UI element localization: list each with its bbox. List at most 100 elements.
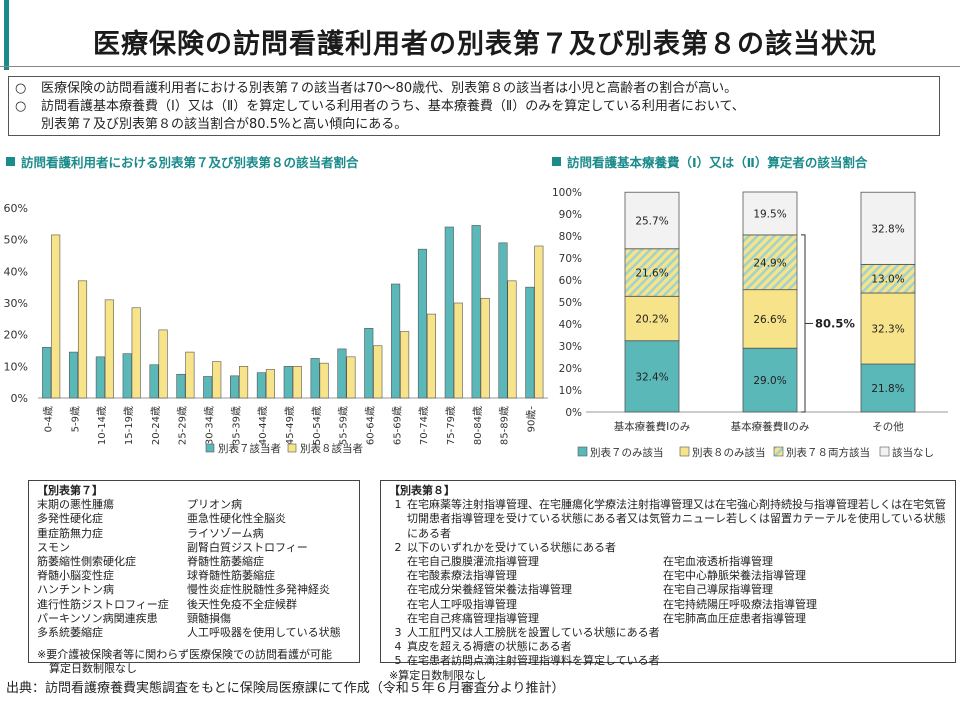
left-bar-table7 — [149, 364, 159, 399]
right-segment-label: 21.6% — [635, 268, 668, 280]
right-segment-label: 13.0% — [871, 274, 904, 286]
right-stack-segment — [742, 347, 798, 413]
table8-subitem: 在宅中心静脈栄養法指導管理 — [663, 569, 806, 583]
left-bar-table8 — [77, 280, 88, 399]
table7-disease: 後天性免疫不全症候群 — [187, 597, 297, 611]
left-bar-table8 — [480, 297, 490, 399]
summary-text-3: 別表第７及び別表第８の該当割合が80.5%と高い傾向にある。 — [41, 117, 408, 132]
table7-disease: 進行性筋ジストロフィー症 — [37, 597, 169, 611]
table8-item-4-text: 真皮を超える褥瘡の状態にある者 — [407, 640, 572, 654]
left-y-tick-label: 60% — [4, 202, 28, 215]
left-x-tick-label: 60-64歳 — [365, 406, 377, 445]
left-bar-table7 — [176, 373, 186, 399]
left-bar-table8 — [158, 329, 168, 399]
table8-subitem: 在宅持続陽圧呼吸療法指導管理 — [663, 597, 817, 611]
summary-line-3: 別表第７及び別表第８の該当割合が80.5%と高い傾向にある。 — [15, 116, 933, 134]
table7-note-1: ※要介護被保険者等に関わらず医療保険での訪問看護が可能 — [37, 648, 332, 662]
right-y-tick-label: 50% — [559, 297, 582, 309]
table7-disease: 副腎白質ジストロフィー — [187, 540, 308, 554]
left-bar-table7 — [95, 356, 105, 399]
table7-disease: ライソゾーム病 — [187, 526, 264, 540]
table8-subitem: 在宅成分栄養経管栄養法指導管理 — [407, 583, 572, 597]
left-legend-label: 別表７該当者 — [218, 442, 281, 455]
table8-subitem-list: 在宅自己腹膜灌流指導管理 在宅血液透析指導管理 在宅酸素療法指導管理 在宅中心静脈栄養… — [389, 555, 947, 626]
left-bar-table8 — [239, 366, 249, 399]
table7-disease: スモン — [37, 540, 70, 554]
bracket-80-5 — [801, 234, 806, 413]
right-chart-title-wrap: 訪問看護基本療養費（Ⅰ）又は（Ⅱ）算定者の該当割合 — [552, 152, 867, 171]
left-bar-table7 — [498, 242, 508, 399]
right-segment-label: 26.6% — [753, 314, 786, 326]
left-legend-swatch — [287, 443, 297, 453]
left-bar-table8 — [453, 302, 463, 399]
table8-subitem: 在宅自己疼痛管理指導管理 — [407, 611, 539, 625]
right-y-tick-label: 90% — [559, 209, 582, 221]
table7-disease: プリオン病 — [187, 498, 242, 512]
left-x-tick-label: 10-14歳 — [96, 406, 108, 445]
left-bar-table8 — [346, 356, 356, 399]
table7-disease-list: 末期の悪性腫瘍 プリオン病 多発性硬化症 亜急性硬化性全脳炎 重症筋無力症 ライソゾーム病… — [37, 498, 351, 640]
right-y-tick-label: 40% — [559, 319, 582, 331]
left-bar-table8 — [507, 280, 517, 399]
right-legend-swatch — [773, 446, 784, 457]
table7-disease: 多発性硬化症 — [37, 512, 103, 526]
left-bar-table8 — [104, 299, 114, 399]
bracket-annotation: 80.5% — [815, 316, 855, 330]
left-bar-table7 — [283, 366, 293, 399]
table7-disease: 亜急性硬化性全脳炎 — [187, 512, 286, 526]
right-x-tick-label: 基本療養費Ⅱのみ — [731, 420, 810, 433]
table8-item-5: 5 在宅患者訪問点滴注射管理指導料を算定している者 — [389, 654, 947, 668]
right-stack-segment — [742, 234, 798, 291]
table7-disease: 脊髄小脳変性症 — [37, 569, 114, 583]
right-segment-label: 29.0% — [753, 375, 786, 387]
summary-bullet-1: ○ — [15, 81, 27, 96]
table8-subitem: 在宅自己腹膜灌流指導管理 — [407, 555, 539, 569]
table8-item-3-num: 3 — [394, 626, 402, 640]
left-legend-swatch — [205, 443, 215, 453]
age-bar-chart: 0% 10% 20% 30% 40% 50% 60% 0-4歳 5-9歳 10-14歳 15-19歳… — [4, 202, 548, 455]
table7-disease: 球脊髄性筋萎縮症 — [187, 569, 275, 583]
left-bar-table7 — [337, 348, 347, 399]
summary-text-2: 訪問看護基本療養費（Ⅰ）又は（Ⅱ）を算定している利用者のうち、基本療養費（Ⅱ）の… — [41, 99, 745, 114]
table7-notes: ※要介護被保険者等に関わらず医療保険での訪問看護が可能 算定日数制限なし — [37, 648, 351, 676]
title-accent — [4, 0, 9, 70]
left-bar-table8 — [426, 313, 437, 399]
right-segment-label: 24.9% — [753, 257, 786, 269]
table7-disease: 慢性炎症性脱髄性多発神経炎 — [187, 583, 330, 597]
right-segment-label: 19.5% — [753, 208, 786, 220]
source-note: 出典：訪問看護療養費実態調査をもとに保険局医療課にて作成（令和５年６月審査分より… — [6, 681, 565, 696]
right-stack-segment — [860, 263, 916, 294]
left-bar-table8 — [212, 361, 222, 399]
left-chart-title-wrap: 訪問看護利用者における別表第７及び別表第８の該当者割合 — [6, 152, 359, 171]
right-stack-segment — [860, 363, 916, 413]
title-bar: 医療保険の訪問看護利用者の別表第７及び別表第８の該当状況 — [0, 0, 960, 70]
left-x-tick-label: 85-89歳 — [499, 406, 511, 445]
table7-disease: ハンチントン病 — [37, 583, 114, 597]
left-bar-table7 — [230, 375, 240, 399]
stacked-bar-chart: 0% 10% 20% 30% 40% 50% 60% 70% 80% 90% 100% 32.4% 20… — [552, 187, 948, 459]
table8-item-1: 1 在宅麻薬等注射指導管理、在宅腫瘍化学療法注射指導管理又は在宅強心剤持続投与指… — [389, 498, 947, 541]
summary-box: ○ 医療保険の訪問看護利用者における別表第７の該当者は70～80歳代、別表第８の… — [8, 76, 940, 136]
right-x-tick-label: 基本療養費Ⅰのみ — [614, 420, 691, 433]
table8-item-1-text: 在宅麻薬等注射指導管理、在宅腫瘍化学療法注射指導管理又は在宅強心剤持続投与指導管… — [407, 498, 946, 540]
summary-line-2: ○ 訪問看護基本療養費（Ⅰ）又は（Ⅱ）を算定している利用者のうち、基本療養費（Ⅱ… — [15, 98, 933, 116]
left-x-tick-label: 70-74歳 — [418, 406, 430, 445]
right-segment-label: 32.4% — [635, 371, 668, 383]
right-y-tick-label: 30% — [559, 341, 582, 353]
left-bar-table7 — [122, 353, 132, 399]
right-segment-label: 21.8% — [871, 383, 904, 395]
left-y-tick-label: 50% — [4, 234, 28, 247]
left-bar-table7 — [444, 226, 454, 399]
left-bar-table8 — [400, 331, 410, 399]
left-x-tick-label: 20-24歳 — [150, 406, 162, 445]
left-x-tick-label: 35-39歳 — [230, 406, 242, 445]
right-stack-segment — [624, 248, 680, 297]
table8-item-2-num: 2 — [394, 540, 402, 554]
left-bar-table8 — [292, 366, 302, 399]
left-x-tick-label: 80-84歳 — [472, 406, 484, 445]
table7-disease: 重症筋無力症 — [37, 526, 103, 540]
table8-item-1-num: 1 — [394, 498, 402, 512]
left-x-tick-label: 0-4歳 — [42, 406, 54, 432]
right-y-tick-label: 100% — [552, 187, 582, 199]
right-segment-label: 32.8% — [871, 223, 904, 235]
